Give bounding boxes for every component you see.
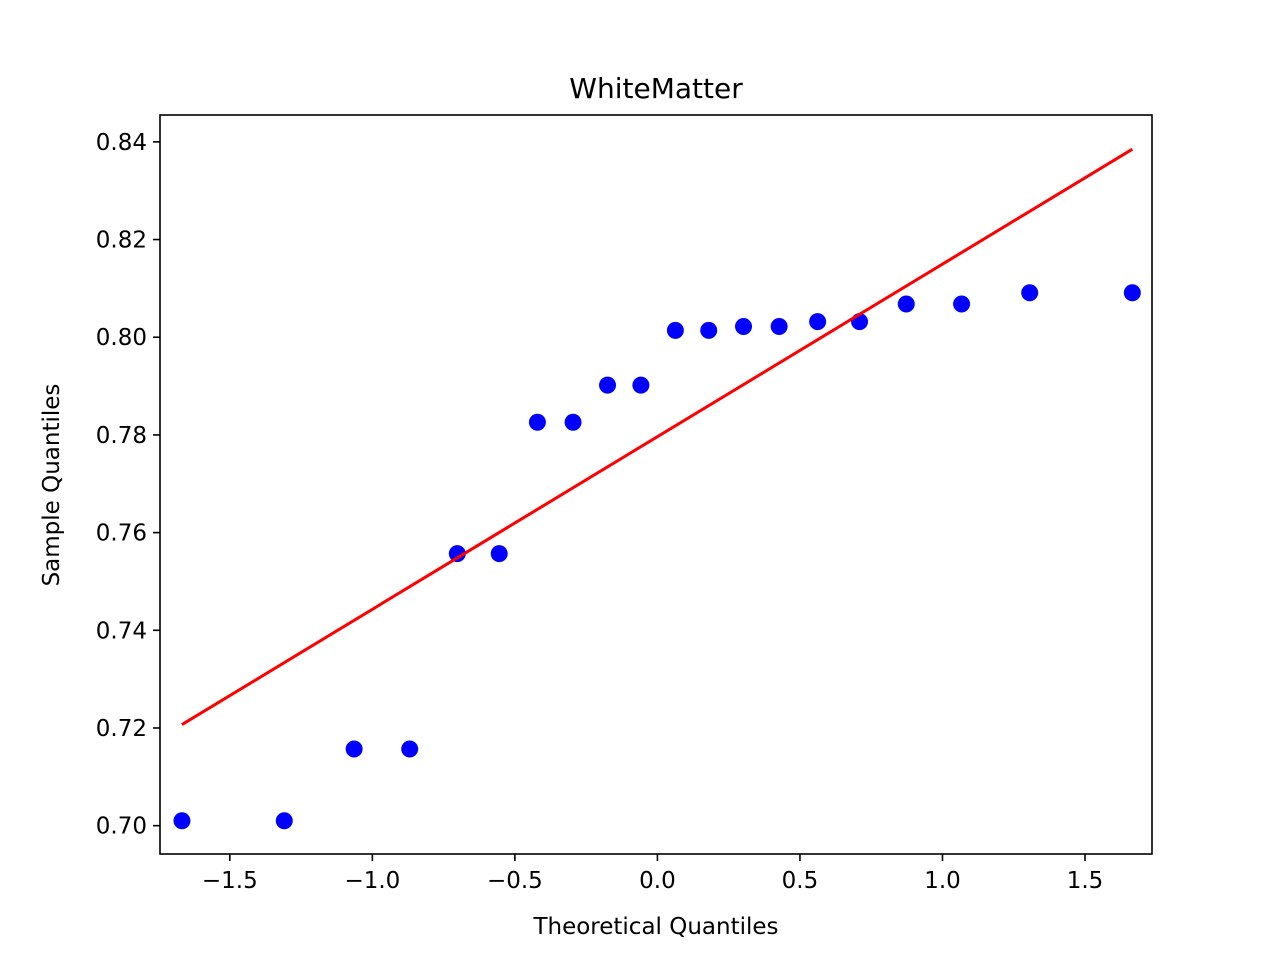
plot-frame [159,114,1153,855]
x-tick-label: 0.5 [782,868,819,894]
data-point [448,545,466,563]
data-point [564,413,582,431]
y-tick-label: 0.78 [96,423,147,449]
data-point [809,313,827,331]
x-axis-title: Theoretical Quantiles [532,914,778,940]
y-tick-label: 0.76 [96,521,147,547]
data-point [173,812,191,830]
y-tick-label: 0.72 [96,716,147,742]
y-axis-title: Sample Quantiles [39,384,65,587]
data-point [770,317,788,335]
y-tick-label: 0.74 [96,618,147,644]
data-point [599,376,617,394]
plot-area [173,147,1141,830]
x-axis: −1.5 −1.0 −0.5 0.0 0.5 1.0 1.5 [202,854,1103,894]
data-point [1123,284,1141,302]
y-tick-label: 0.84 [96,130,147,156]
x-tick-label: −0.5 [487,868,543,894]
data-point [401,740,419,758]
y-tick-label: 0.82 [96,228,147,254]
y-tick-label: 0.80 [96,325,147,351]
data-point [700,321,718,339]
data-point [735,317,753,335]
data-point [1021,284,1039,302]
data-point [953,295,971,313]
data-point [632,376,650,394]
reference-line [181,147,1134,726]
chart-title: WhiteMatter [569,72,743,105]
data-point [490,545,508,563]
x-tick-label: 1.0 [924,868,961,894]
x-tick-label: −1.5 [202,868,258,894]
data-point [528,413,546,431]
x-tick-label: 0.0 [639,868,676,894]
data-point [897,295,915,313]
x-tick-label: 1.5 [1067,868,1104,894]
data-point [666,321,684,339]
y-tick-label: 0.70 [96,814,147,840]
x-tick-label: −1.0 [344,868,400,894]
y-axis: 0.70 0.72 0.74 0.76 0.78 0.80 0.82 0.84 [96,130,160,840]
data-point [345,740,363,758]
data-point [275,812,293,830]
